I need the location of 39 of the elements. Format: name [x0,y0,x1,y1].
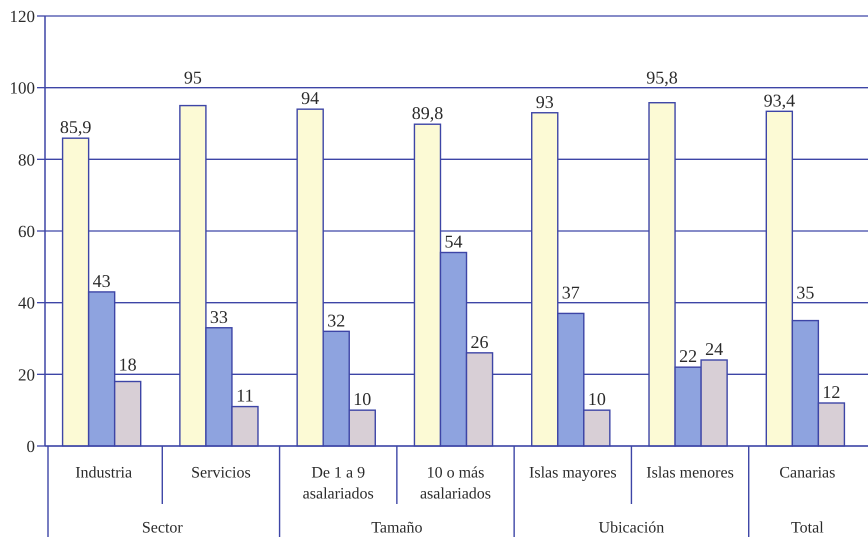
data-label: 11 [236,386,254,406]
data-label: 95 [184,68,202,88]
y-tick-label: 60 [18,222,35,241]
data-label: 18 [118,354,137,374]
data-label: 24 [705,339,724,359]
data-label: 37 [562,282,580,303]
x-tick-label: Islas mayores [529,464,617,482]
data-label: 89,8 [412,103,444,124]
y-tick-label: 100 [10,78,35,98]
x-tick-label: 10 o más asalariados [420,464,492,503]
x-tick-label: Servicios [191,464,251,482]
data-label: 26 [470,332,489,352]
text: Tamaño [371,520,423,537]
data-label: 32 [327,310,346,330]
data-label: 12 [822,382,840,402]
x-tick-label: Islas menores [646,464,734,482]
text: Ubicación [598,520,664,537]
text: Sector [142,520,184,537]
y-tick-label: 0 [26,436,35,456]
x-tick-label: Industria [75,464,132,482]
text: Total [791,520,824,537]
data-label: 93,4 [764,90,796,110]
y-tick-label: 120 [10,6,35,26]
data-label: 10 [353,389,372,410]
data-label: 95,8 [646,68,678,88]
x-tick-label: De 1 a 9 asalariados [302,464,374,503]
data-label: 54 [444,232,462,252]
data-label: 43 [92,270,111,291]
y-tick-label: 40 [18,294,35,313]
data-label: 93 [536,92,554,112]
data-label: 10 [588,389,606,410]
y-tick-label: 20 [18,365,35,384]
y-tick-label: 80 [18,150,35,170]
data-label: 85,9 [60,117,92,138]
data-label: 22 [679,346,698,366]
data-label: 35 [796,282,814,303]
data-label: 94 [301,88,320,108]
data-label: 33 [210,306,228,327]
x-tick-label: Canarias [779,464,836,482]
